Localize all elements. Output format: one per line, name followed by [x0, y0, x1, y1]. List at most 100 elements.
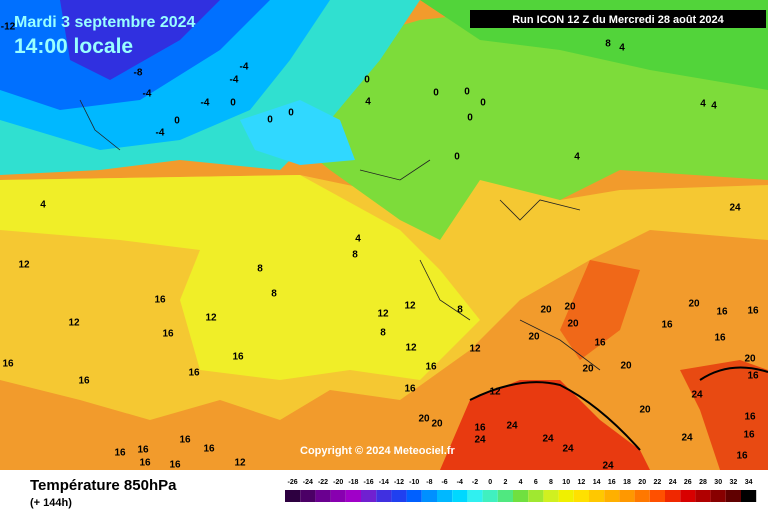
isotherm [469, 381, 641, 451]
temp-label: 12 [68, 318, 80, 329]
legend-tick: 10 [562, 479, 570, 486]
temp-label: 16 [404, 384, 416, 395]
legend-tick: 28 [699, 479, 707, 486]
temp-label: 24 [681, 433, 693, 444]
temp-label: 16 [736, 451, 748, 462]
temp-label: 12 [404, 301, 416, 312]
legend-tick: 22 [654, 479, 662, 486]
temp-label: 8 [457, 305, 463, 316]
temp-label: 24 [729, 203, 741, 214]
temp-label: 12 [405, 343, 417, 354]
temp-label: 8 [271, 289, 277, 300]
map-region [440, 380, 650, 470]
temp-label: 16 [232, 352, 244, 363]
legend-swatch [680, 490, 696, 502]
temp-label: 20 [540, 305, 552, 316]
legend-tick: -20 [333, 479, 343, 486]
temp-label: -8 [134, 68, 143, 79]
temp-label: 0 [230, 98, 236, 109]
temp-label: 16 [744, 412, 756, 423]
legend-tick: 34 [745, 479, 753, 486]
legend-tick: -16 [364, 479, 374, 486]
legend-tick: 30 [714, 479, 722, 486]
temp-label: 24 [562, 444, 574, 455]
temp-label: 16 [661, 320, 673, 331]
temp-label: 24 [474, 435, 486, 446]
legend-tick: -22 [318, 479, 328, 486]
temp-label: 16 [2, 359, 14, 370]
legend-tick: 8 [549, 479, 553, 486]
temp-label: 16 [716, 307, 728, 318]
temp-label: 12 [489, 387, 501, 398]
temp-label: 20 [688, 299, 700, 310]
temp-label: 12 [469, 344, 481, 355]
temp-label: 16 [594, 338, 606, 349]
legend-swatch [391, 490, 407, 502]
legend-swatch [619, 490, 635, 502]
temp-label: 12 [205, 313, 217, 324]
temp-label: 16 [747, 306, 759, 317]
legend-tick: 6 [534, 479, 538, 486]
temp-label: 4 [365, 97, 371, 108]
legend-swatch [361, 490, 377, 502]
temp-label: 4 [619, 43, 625, 54]
temp-label: 24 [691, 390, 703, 401]
temp-label: 16 [137, 445, 149, 456]
temp-label: 20 [431, 419, 443, 430]
temp-label: 20 [620, 361, 632, 372]
temp-label: 4 [574, 152, 580, 163]
temp-label: 4 [355, 234, 361, 245]
legend-swatch [300, 490, 316, 502]
legend-swatch [467, 490, 483, 502]
temp-label: -4 [230, 75, 239, 86]
temp-label: 24 [542, 434, 554, 445]
legend-swatch [589, 490, 605, 502]
legend-tick: 26 [684, 479, 692, 486]
run-box [470, 10, 766, 28]
temp-label: 20 [567, 319, 579, 330]
map-region [0, 175, 480, 380]
temp-label: 20 [528, 332, 540, 343]
temp-label: 4 [711, 101, 717, 112]
temp-label: 20 [418, 414, 430, 425]
legend-tick: 16 [608, 479, 616, 486]
legend-swatch [634, 490, 650, 502]
legend-tick: 24 [669, 479, 677, 486]
temp-label: 16 [747, 371, 759, 382]
legend-swatch [665, 490, 681, 502]
legend-tick: -6 [441, 479, 447, 486]
temp-label: 0 [174, 116, 180, 127]
map-region [240, 100, 355, 165]
temp-label: 16 [114, 448, 126, 459]
temp-label: 20 [564, 302, 576, 313]
temp-label: 16 [203, 444, 215, 455]
temp-label: 0 [364, 75, 370, 86]
legend-tick: -12 [394, 479, 404, 486]
temp-label: 24 [506, 421, 518, 432]
legend-swatch [710, 490, 726, 502]
temp-label: 16 [169, 460, 181, 471]
temp-label: 16 [188, 368, 200, 379]
legend-tick: -24 [303, 479, 313, 486]
temp-label: 20 [639, 405, 651, 416]
temp-label: -4 [240, 62, 249, 73]
isotherm [699, 366, 768, 381]
legend-swatch [604, 490, 620, 502]
legend-swatch [513, 490, 529, 502]
temp-label: 0 [467, 113, 473, 124]
temp-label: 0 [464, 87, 470, 98]
temp-label: -4 [156, 128, 165, 139]
temp-label: 16 [743, 430, 755, 441]
footer-title: Température 850hPa [30, 477, 177, 494]
temp-label: 8 [605, 39, 611, 50]
temp-label: 8 [380, 328, 386, 339]
legend-swatch [406, 490, 422, 502]
legend-tick: 4 [519, 479, 523, 486]
temp-label: 4 [40, 200, 46, 211]
temp-label: 20 [582, 364, 594, 375]
temp-label: 16 [78, 376, 90, 387]
legend-swatch [543, 490, 559, 502]
temp-label: 0 [433, 88, 439, 99]
copyright: Copyright © 2024 Meteociel.fr [300, 445, 456, 457]
legend-tick: -14 [379, 479, 389, 486]
